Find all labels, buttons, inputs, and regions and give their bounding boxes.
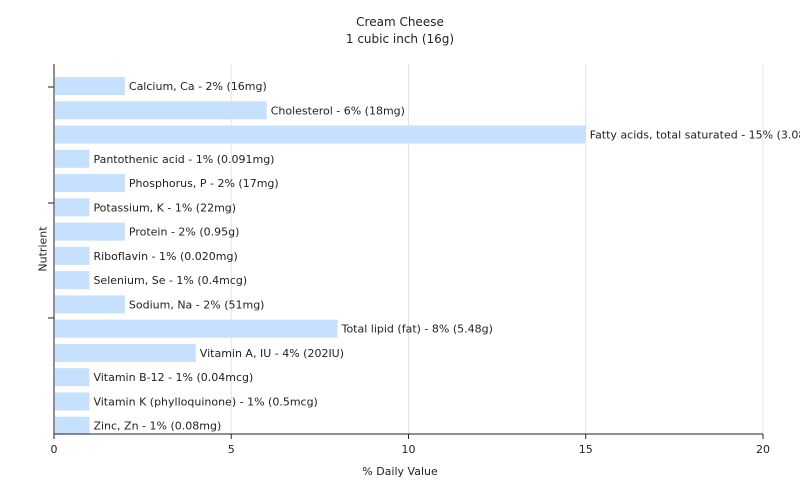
bar: [55, 222, 125, 241]
chart-title: Cream Cheese: [356, 15, 444, 29]
bar: [55, 319, 338, 338]
bar: [55, 77, 125, 95]
bar: [55, 392, 90, 411]
bar-label: Vitamin B-12 - 1% (0.04mcg): [93, 371, 253, 384]
bar: [55, 295, 125, 314]
x-tick-label: 20: [756, 443, 770, 456]
x-axis-label: % Daily Value: [362, 465, 438, 478]
bar: [55, 101, 267, 120]
chart-subtitle: 1 cubic inch (16g): [345, 32, 455, 46]
bar: [55, 271, 90, 290]
bar-label: Selenium, Se - 1% (0.4mcg): [93, 274, 247, 287]
y-axis-label: Nutrient: [36, 226, 50, 272]
bar-label: Vitamin K (phylloquinone) - 1% (0.5mcg): [93, 395, 317, 408]
bar: [55, 416, 90, 435]
bar: [55, 174, 125, 193]
x-tick-label: 0: [51, 443, 58, 456]
bar: [55, 198, 90, 217]
bar: [55, 343, 196, 362]
bar: [55, 246, 90, 265]
bar: [55, 368, 90, 387]
x-tick-label: 10: [402, 443, 416, 456]
bar: [55, 149, 90, 168]
bar-label: Phosphorus, P - 2% (17mg): [129, 177, 279, 190]
bar-label: Sodium, Na - 2% (51mg): [129, 298, 265, 311]
x-tick-label: 15: [579, 443, 593, 456]
bar-label: Riboflavin - 1% (0.020mg): [93, 250, 237, 263]
bar-label: Total lipid (fat) - 8% (5.48g): [341, 323, 493, 336]
bar-label: Vitamin A, IU - 4% (202IU): [200, 347, 344, 360]
bar-label: Calcium, Ca - 2% (16mg): [129, 80, 267, 93]
bar-label: Fatty acids, total saturated - 15% (3.08…: [590, 129, 800, 142]
bar: [55, 125, 586, 144]
bar-label: Potassium, K - 1% (22mg): [93, 201, 236, 214]
bar-label: Zinc, Zn - 1% (0.08mg): [93, 420, 221, 433]
bar-label: Pantothenic acid - 1% (0.091mg): [93, 153, 274, 166]
x-tick-label: 5: [228, 443, 235, 456]
bar-label: Cholesterol - 6% (18mg): [271, 104, 405, 117]
bar-label: Protein - 2% (0.95g): [129, 226, 240, 239]
